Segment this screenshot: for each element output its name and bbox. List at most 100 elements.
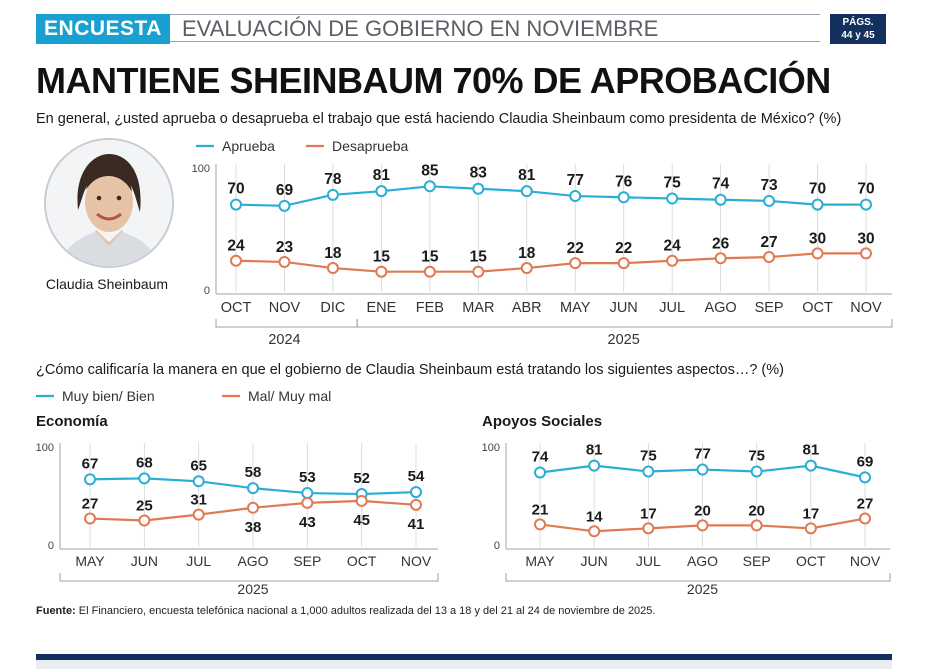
bottom-strip xyxy=(36,660,892,669)
approval-data-label: 15 xyxy=(470,249,488,266)
portrait-name: Claudia Sheinbaum xyxy=(45,276,169,292)
question-approval: En general, ¿usted aprueba o desaprueba … xyxy=(36,111,842,127)
section-header: ENCUESTA EVALUACIÓN DE GOBIERNO EN NOVIE… xyxy=(36,14,892,44)
economia-data-point xyxy=(138,472,151,485)
economia-data-label: 53 xyxy=(299,469,316,486)
apoyos-data-point xyxy=(750,465,763,478)
apoyos-data-point xyxy=(642,465,655,478)
approval-category-label: OCT xyxy=(802,300,833,316)
approval-data-point xyxy=(278,199,291,212)
economia-data-label: 27 xyxy=(82,496,99,513)
economia-year-label: 2025 xyxy=(237,581,268,597)
question-aspects: ¿Cómo calificaría la manera en que el go… xyxy=(36,362,784,378)
approval-data-label: 78 xyxy=(324,171,342,188)
economia-category-label: JUN xyxy=(131,553,158,569)
approval-data-point xyxy=(423,180,436,193)
approval-data-point xyxy=(423,265,436,278)
approval-data-point xyxy=(326,262,339,275)
economia-legend-label: Muy bien/ Bien xyxy=(62,388,155,404)
approval-data-label: 83 xyxy=(470,165,488,182)
apoyos-category-label: AGO xyxy=(687,553,718,569)
approval-legend-label: Aprueba xyxy=(222,138,275,154)
section-tag: ENCUESTA xyxy=(36,14,170,44)
economia-ytick-bottom: 0 xyxy=(48,540,54,552)
approval-data-label: 22 xyxy=(567,240,584,257)
approval-data-point xyxy=(666,192,679,205)
approval-data-point xyxy=(230,198,242,211)
approval-data-label: 85 xyxy=(421,162,439,179)
approval-data-point xyxy=(375,265,388,278)
approval-data-point xyxy=(375,185,388,198)
apoyos-category-label: JUL xyxy=(636,553,661,569)
approval-data-point xyxy=(326,188,339,201)
apoyos-data-label: 81 xyxy=(586,442,603,459)
apoyos-data-label: 74 xyxy=(532,448,549,465)
approval-category-label: ABR xyxy=(512,300,542,316)
apoyos-category-label: NOV xyxy=(850,553,881,569)
source-label: Fuente: xyxy=(36,605,76,617)
apoyos-category-label: MAY xyxy=(525,553,555,569)
economia-data-label: 52 xyxy=(353,470,370,487)
approval-data-point xyxy=(811,247,824,260)
apoyos-year-label: 2025 xyxy=(687,581,718,597)
approval-series-line-0 xyxy=(235,185,866,207)
economia-data-point xyxy=(84,473,96,486)
portrait-image xyxy=(44,138,174,268)
economia-data-point xyxy=(192,475,205,488)
approval-data-label: 18 xyxy=(518,245,536,262)
apoyos-data-label: 20 xyxy=(748,502,765,519)
approval-data-label: 26 xyxy=(712,235,730,252)
approval-year-label: 2025 xyxy=(608,332,640,348)
approval-data-label: 70 xyxy=(809,181,826,198)
approval-category-label: ENE xyxy=(366,300,396,316)
approval-data-label: 24 xyxy=(664,238,682,255)
approval-data-point xyxy=(472,265,485,278)
approval-category-label: FEB xyxy=(416,300,444,316)
approval-data-label: 74 xyxy=(712,176,730,193)
approval-data-point xyxy=(520,262,533,275)
apoyos-year-bracket xyxy=(505,573,891,582)
approval-data-point xyxy=(714,193,727,206)
economia-data-point xyxy=(247,482,259,495)
approval-year-bracket xyxy=(356,319,893,328)
pages-badge: PÁGS. 44 y 45 xyxy=(830,14,886,44)
approval-year-label: 2024 xyxy=(268,332,300,348)
approval-category-label: MAY xyxy=(560,300,591,316)
apoyos-data-point xyxy=(804,522,817,535)
approval-data-label: 70 xyxy=(857,181,874,198)
economia-ytick-top: 100 xyxy=(36,442,54,454)
approval-year-bracket xyxy=(215,319,358,328)
economia-category-label: NOV xyxy=(401,553,432,569)
apoyos-data-label: 17 xyxy=(802,505,819,522)
approval-data-label: 75 xyxy=(664,175,682,192)
economia-data-point xyxy=(192,508,205,521)
economia-data-label: 54 xyxy=(408,468,425,485)
apoyos-data-point xyxy=(534,466,546,479)
approval-data-label: 70 xyxy=(227,181,244,198)
approval-category-label: JUL xyxy=(659,300,685,316)
economia-data-point xyxy=(410,498,422,511)
approval-data-point xyxy=(860,198,872,211)
economia-data-point xyxy=(138,514,151,527)
approval-data-label: 15 xyxy=(373,249,391,266)
approval-data-point xyxy=(714,252,727,265)
economia-category-label: AGO xyxy=(237,553,268,569)
apoyos-data-point xyxy=(696,519,709,532)
approval-data-label: 81 xyxy=(373,167,391,184)
apoyos-data-point xyxy=(696,463,709,476)
approval-data-label: 77 xyxy=(567,172,584,189)
economia-legend-label: Mal/ Muy mal xyxy=(248,388,331,404)
economia-data-point xyxy=(355,494,368,507)
apoyos-data-label: 20 xyxy=(694,502,711,519)
apoyos-data-point xyxy=(859,512,871,525)
economia-year-bracket xyxy=(59,573,439,582)
apoyos-ytick-bottom: 0 xyxy=(494,540,500,552)
approval-data-label: 81 xyxy=(518,167,536,184)
apoyos-data-label: 21 xyxy=(532,501,549,518)
economia-data-point xyxy=(410,486,422,499)
economia-data-label: 41 xyxy=(408,516,425,533)
approval-category-label: JUN xyxy=(610,300,638,316)
apoyos-data-label: 77 xyxy=(694,446,711,463)
approval-data-label: 24 xyxy=(227,238,245,255)
